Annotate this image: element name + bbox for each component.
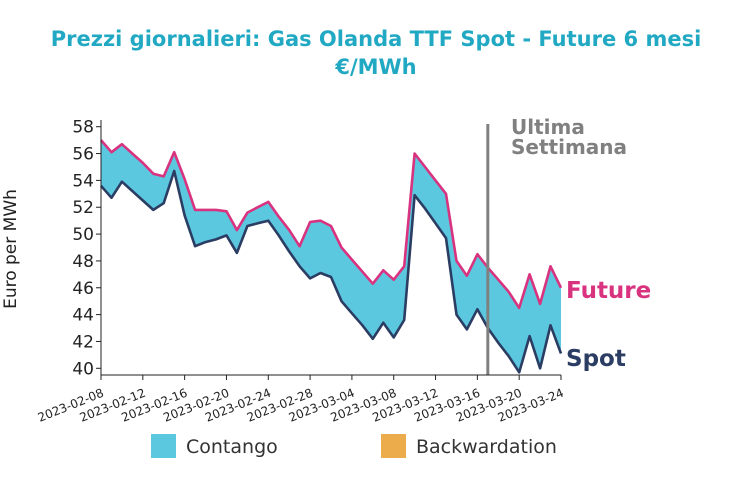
contango-fill bbox=[101, 140, 561, 373]
chart-title: Prezzi giornalieri: Gas Olanda TTF Spot … bbox=[51, 27, 702, 51]
spot-end-label: Spot bbox=[566, 346, 626, 372]
legend-swatch-contango bbox=[151, 434, 176, 458]
legend-swatch-backwardation bbox=[381, 434, 406, 458]
y-axis-label: Euro per MWh bbox=[1, 189, 21, 309]
y-tick-label: 46 bbox=[72, 279, 94, 299]
y-tick-label: 50 bbox=[72, 225, 94, 245]
series-lines bbox=[100, 139, 563, 374]
y-tick-label: 58 bbox=[72, 118, 94, 138]
chart-subtitle: €/MWh bbox=[334, 55, 416, 79]
spot-line bbox=[100, 169, 563, 374]
annotation-line-1: Ultima bbox=[511, 115, 585, 139]
y-tick-label: 42 bbox=[72, 332, 94, 352]
legend-label-backwardation: Backwardation bbox=[416, 436, 557, 458]
y-tick-label: 56 bbox=[72, 145, 94, 165]
annotation-line-2: Settimana bbox=[511, 135, 627, 159]
contango-area-layer bbox=[101, 140, 561, 373]
y-tick-label: 44 bbox=[72, 306, 94, 326]
y-tick-label: 48 bbox=[72, 252, 94, 272]
y-tick-label: 52 bbox=[72, 198, 94, 218]
y-tick-label: 54 bbox=[72, 171, 94, 191]
future-end-label: Future bbox=[566, 278, 651, 304]
y-tick-label: 40 bbox=[72, 359, 94, 379]
legend-label-contango: Contango bbox=[186, 436, 278, 458]
future-line bbox=[100, 139, 563, 310]
